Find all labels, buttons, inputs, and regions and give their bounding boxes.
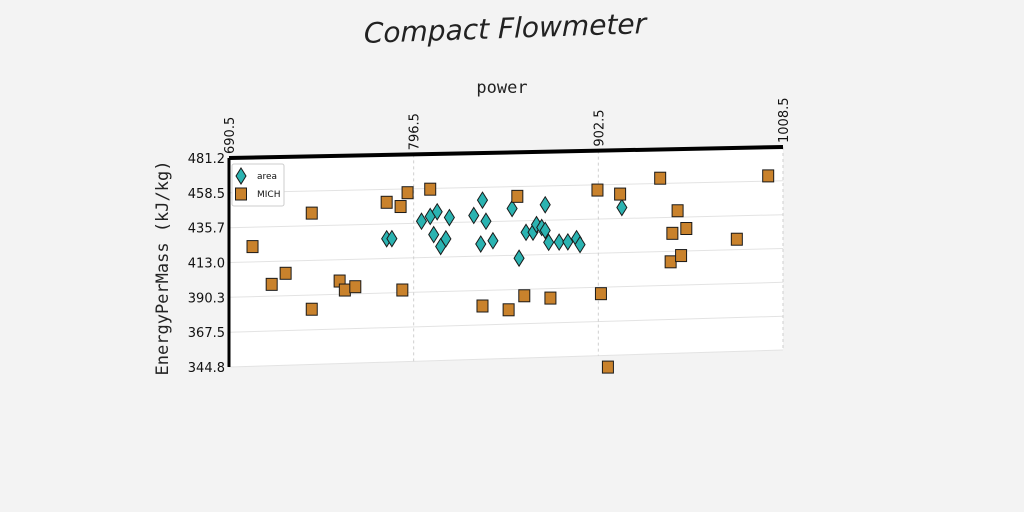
area-point [440,229,452,248]
MICH-point [671,204,684,218]
legend-label-MICH: MICH [257,190,280,200]
MICH-point [305,302,318,316]
x-tick-label: 902.5 [592,109,607,146]
y-tick-label: 390.3 [188,291,225,306]
MICH-point [380,195,393,209]
area-point [415,212,428,231]
y-tick-label: 367.5 [188,326,225,341]
MICH-point [654,171,667,185]
MICH-point [338,283,351,297]
MICH-point [614,187,627,201]
x-ticks: 690.5 796.5 902.5 1008.5 [223,98,792,155]
MICH-point [762,169,775,183]
area-point [543,233,555,252]
grid-line-horizontal [228,349,784,368]
grid-line-horizontal [228,180,784,194]
MICH-point [511,189,524,203]
MICH-point [246,240,259,254]
MICH-point [394,200,407,214]
MICH-point [502,303,515,317]
MICH-point [544,291,557,305]
area-point [480,212,492,231]
area-point [553,233,565,252]
MICH-point [601,360,614,374]
legend: area MICH [231,163,285,207]
y-tick-label: 435.7 [188,222,225,237]
MICH-point [664,255,677,269]
y-tick-label: 344.8 [188,361,225,376]
area-point [487,231,499,250]
y-ticks: 481.2 458.5 435.7 413.0 390.3 367.5 344.8 [188,152,225,376]
legend-marker-area [235,167,247,185]
grid-line-horizontal [228,281,784,298]
legend-label-area: area [257,172,277,182]
x-tick-label: 690.5 [223,117,238,154]
area-point [616,198,628,217]
x-axis-label: power [476,78,527,98]
area-point [428,225,440,244]
area-point [431,202,443,221]
area-point [574,235,586,254]
area-point [475,235,487,253]
grid [228,146,784,368]
MICH-point [476,299,489,313]
MICH-point [518,289,531,303]
area-point [386,229,398,248]
MICH-point [675,249,688,263]
data-points [246,169,775,374]
MICH-point [591,183,604,197]
y-tick-label: 413.0 [188,257,225,272]
y-axis-label: EnergyPerMass (kJ/kg) [153,161,173,376]
area-point [539,221,551,240]
MICH-point [349,280,362,294]
top-axis-line [228,145,784,160]
area-point [513,249,525,268]
MICH-point [305,206,318,220]
MICH-point [666,226,679,240]
MICH-point [680,222,693,236]
MICH-point [424,182,437,196]
area-point [468,206,480,225]
x-tick-label: 796.5 [408,113,423,150]
area-point [443,208,455,227]
grid-line-horizontal [228,248,784,263]
MICH-point [279,266,292,280]
x-tick-label: 1008.5 [777,98,792,144]
area-point [562,232,574,251]
MICH-point [594,287,607,301]
area-point [506,199,518,218]
area-point [539,195,551,214]
MICH-point [265,277,278,291]
y-tick-label: 481.2 [188,152,225,167]
grid-line-horizontal [228,315,784,333]
grid-line-horizontal [228,214,784,229]
y-tick-label: 458.5 [188,187,225,202]
MICH-point [730,232,743,246]
MICH-point [396,283,409,297]
MICH-point [401,186,414,200]
legend-marker-MICH [235,187,247,201]
plot-background [229,147,783,367]
area-point [476,191,489,210]
